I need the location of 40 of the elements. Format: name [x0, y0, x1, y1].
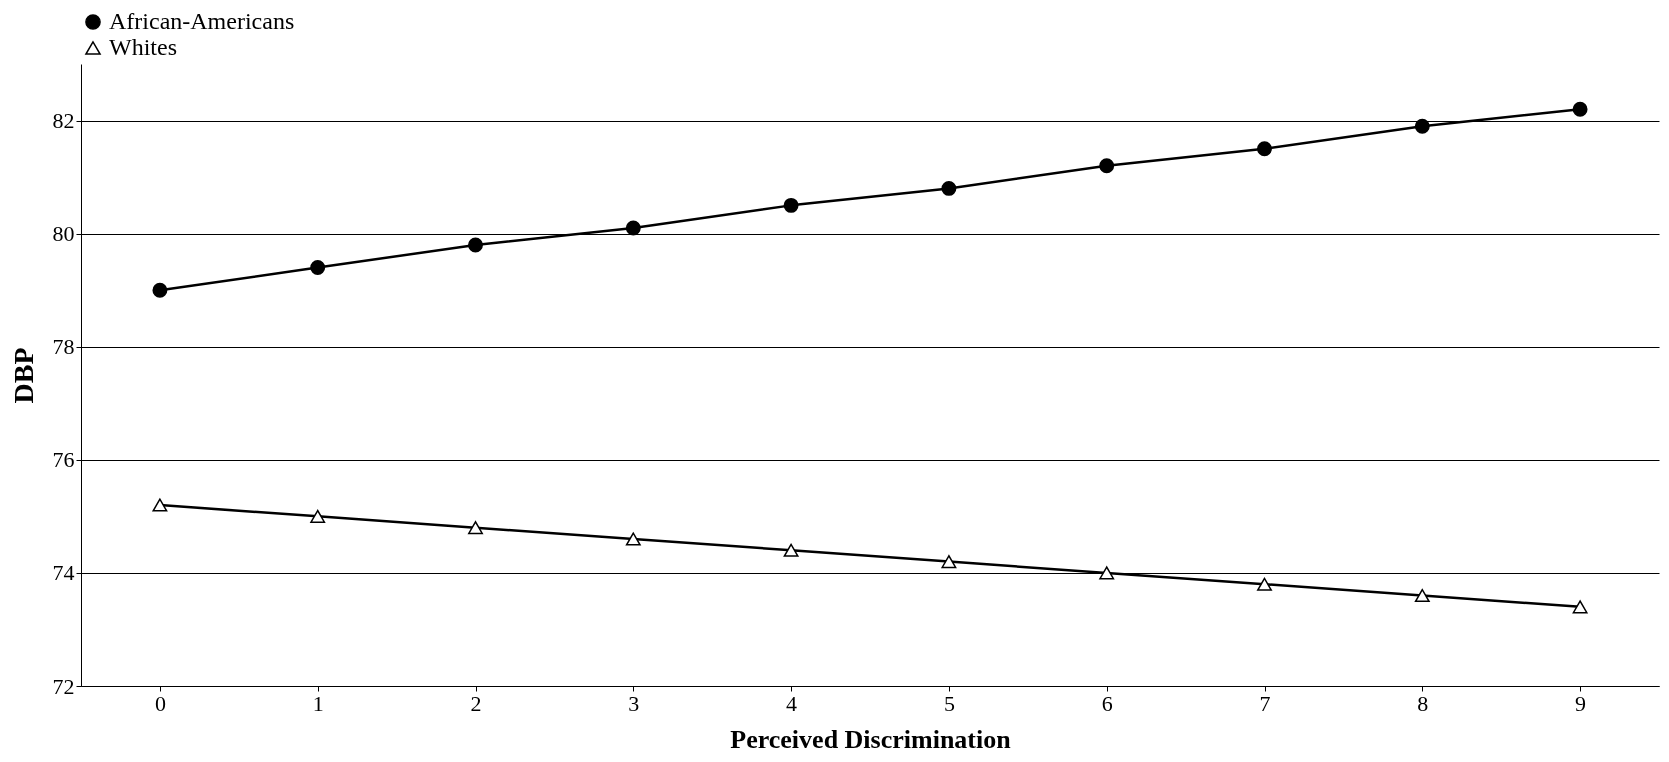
x-tick-label: 4	[786, 690, 798, 716]
x-tick-label: 1	[312, 690, 324, 716]
point	[1099, 158, 1115, 174]
point	[1572, 600, 1588, 614]
point	[310, 509, 326, 523]
x-tick-label: 8	[1417, 690, 1429, 716]
point	[152, 498, 168, 512]
point	[1572, 101, 1588, 117]
x-tick-label: 2	[470, 690, 482, 716]
point	[625, 532, 641, 546]
y-tick-label: 76	[52, 447, 75, 473]
x-tick-label: 6	[1101, 690, 1113, 716]
x-tick-label: 9	[1575, 690, 1587, 716]
point	[941, 555, 957, 569]
y-tick-label: 82	[52, 108, 75, 134]
point	[783, 197, 799, 213]
point	[152, 282, 168, 298]
x-tick-label: 0	[154, 690, 166, 716]
point	[1414, 588, 1430, 603]
point	[1414, 118, 1430, 134]
point	[941, 180, 957, 196]
y-tick-label: 78	[52, 334, 75, 360]
y-tick-label: 80	[52, 221, 75, 247]
point	[783, 543, 799, 557]
y-tick-label: 72	[52, 673, 75, 699]
y-axis-title: DBP	[7, 347, 39, 404]
x-tick-label: 3	[628, 690, 640, 716]
x-axis-title: Perceived Discrimination	[730, 724, 1012, 754]
point	[625, 220, 641, 236]
point	[1257, 577, 1272, 591]
point	[1257, 141, 1272, 157]
x-tick-label: 5	[943, 690, 955, 716]
legend-label: African-Americans	[109, 8, 295, 34]
point	[310, 260, 326, 276]
point	[1099, 566, 1115, 580]
legend-label: Whites	[109, 34, 177, 60]
x-tick-label: 7	[1259, 690, 1271, 716]
point	[468, 521, 483, 535]
y-tick-label: 74	[52, 560, 75, 586]
point	[468, 237, 483, 253]
